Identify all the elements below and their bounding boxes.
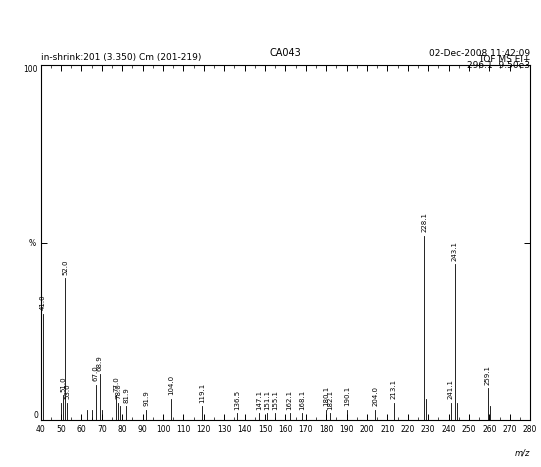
Text: 190.1: 190.1 [344, 386, 350, 406]
Text: 182.1: 182.1 [327, 389, 333, 410]
Text: 52.0: 52.0 [62, 259, 68, 275]
Text: 147.1: 147.1 [256, 389, 262, 410]
Text: 68.9: 68.9 [96, 355, 103, 371]
Text: 168.1: 168.1 [299, 389, 305, 410]
Text: 151.1: 151.1 [264, 389, 270, 410]
Text: 228.1: 228.1 [421, 212, 427, 232]
Text: 0: 0 [33, 411, 38, 420]
Text: 02-Dec-2008 11:42:09: 02-Dec-2008 11:42:09 [429, 49, 530, 58]
Text: 243.1: 243.1 [452, 241, 458, 261]
Text: 53.0: 53.0 [64, 383, 70, 399]
Text: TOF MS EI+: TOF MS EI+ [478, 55, 530, 64]
Text: m/z: m/z [515, 449, 530, 458]
Text: 77.0: 77.0 [113, 376, 119, 392]
Text: 155.1: 155.1 [272, 389, 279, 410]
Text: 51.0: 51.0 [60, 376, 66, 392]
Text: 204.0: 204.0 [372, 386, 378, 406]
Text: CA043: CA043 [269, 49, 301, 58]
Text: 81.9: 81.9 [123, 387, 129, 403]
Text: 136.5: 136.5 [234, 389, 240, 410]
Text: 104.0: 104.0 [168, 375, 174, 396]
Text: 296.1  9.50e3: 296.1 9.50e3 [467, 61, 530, 70]
Text: 259.1: 259.1 [485, 365, 491, 385]
Text: 162.1: 162.1 [287, 389, 293, 410]
Text: 100: 100 [24, 65, 38, 74]
Text: 180.1: 180.1 [324, 386, 329, 406]
Text: 67.0: 67.0 [93, 366, 98, 381]
Text: 78.0: 78.0 [115, 383, 121, 399]
Text: in-shrink:201 (3.350) Cm (201-219): in-shrink:201 (3.350) Cm (201-219) [41, 53, 201, 62]
Text: 213.1: 213.1 [391, 379, 397, 399]
Text: 241.1: 241.1 [448, 379, 454, 399]
Text: 41.0: 41.0 [39, 295, 45, 310]
Text: 91.9: 91.9 [143, 390, 149, 406]
Text: 119.1: 119.1 [199, 382, 205, 403]
